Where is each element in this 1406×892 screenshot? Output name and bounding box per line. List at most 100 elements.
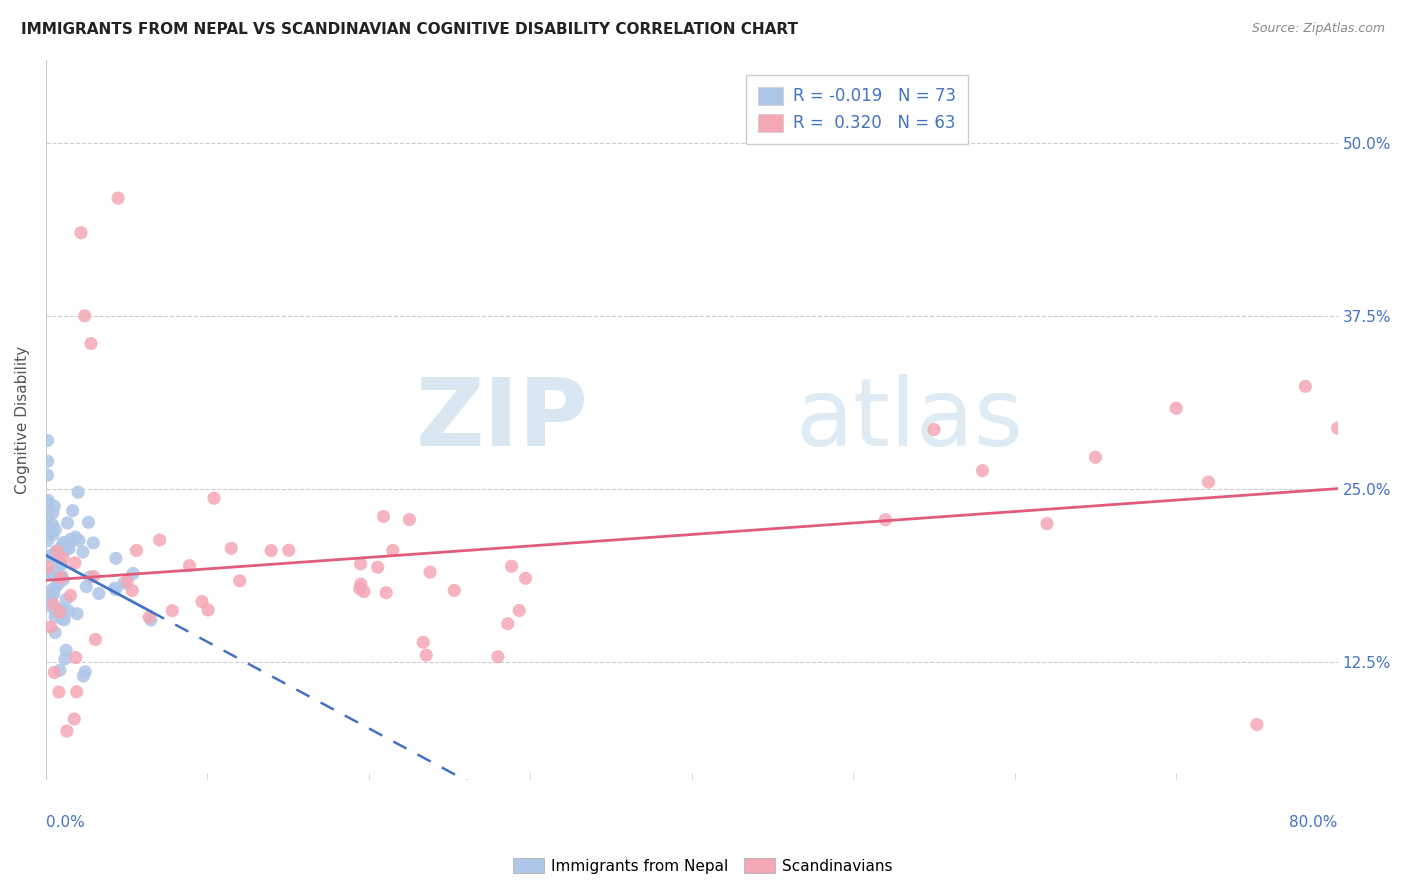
Point bbox=[412, 635, 434, 649]
Point bbox=[52, 603, 75, 617]
Point bbox=[1294, 379, 1316, 393]
Point bbox=[62, 504, 84, 518]
Point bbox=[51, 558, 73, 572]
Point bbox=[149, 533, 172, 547]
Point bbox=[53, 613, 76, 627]
Point bbox=[44, 581, 66, 595]
Point bbox=[260, 543, 283, 558]
Point bbox=[63, 712, 86, 726]
Point bbox=[37, 454, 59, 468]
Point bbox=[115, 574, 138, 589]
Point bbox=[44, 610, 66, 624]
Point bbox=[42, 598, 65, 612]
Point bbox=[48, 557, 70, 571]
Point bbox=[349, 582, 371, 596]
Point bbox=[162, 604, 184, 618]
Point bbox=[75, 665, 97, 679]
Point bbox=[37, 496, 59, 510]
Point bbox=[56, 541, 79, 555]
Point bbox=[55, 537, 77, 551]
Point bbox=[56, 516, 79, 530]
Point bbox=[65, 650, 87, 665]
Point bbox=[375, 585, 398, 599]
Point bbox=[515, 571, 537, 585]
Point bbox=[104, 581, 127, 595]
Point bbox=[67, 485, 90, 500]
Point bbox=[37, 493, 59, 508]
Point bbox=[398, 512, 420, 526]
Text: ZIP: ZIP bbox=[416, 374, 589, 466]
Point bbox=[37, 533, 59, 548]
Point bbox=[49, 571, 72, 585]
Point bbox=[79, 570, 101, 584]
Point bbox=[37, 560, 59, 574]
Point bbox=[66, 607, 89, 621]
Point bbox=[41, 599, 63, 614]
Point bbox=[72, 669, 94, 683]
Point bbox=[45, 544, 67, 558]
Point bbox=[42, 506, 65, 520]
Point bbox=[41, 589, 63, 603]
Point bbox=[39, 620, 62, 634]
Legend: R = -0.019   N = 73, R =  0.320   N = 63: R = -0.019 N = 73, R = 0.320 N = 63 bbox=[747, 75, 967, 145]
Point bbox=[107, 191, 129, 205]
Point bbox=[39, 550, 62, 565]
Point bbox=[59, 533, 82, 547]
Point bbox=[37, 520, 59, 534]
Point bbox=[1246, 717, 1268, 731]
Point bbox=[48, 576, 70, 591]
Point bbox=[37, 509, 59, 524]
Point bbox=[75, 580, 97, 594]
Point bbox=[37, 434, 59, 448]
Point bbox=[381, 543, 404, 558]
Point bbox=[972, 464, 994, 478]
Point bbox=[80, 336, 103, 351]
Point bbox=[1036, 516, 1059, 531]
Point bbox=[37, 566, 59, 581]
Point bbox=[66, 685, 89, 699]
Point bbox=[219, 541, 242, 556]
Point bbox=[45, 545, 67, 559]
Point bbox=[922, 423, 945, 437]
Point bbox=[52, 541, 75, 555]
Point bbox=[139, 613, 162, 627]
Point bbox=[63, 556, 86, 570]
Point bbox=[59, 589, 82, 603]
Point bbox=[277, 543, 299, 558]
Point bbox=[41, 582, 63, 597]
Point bbox=[121, 583, 143, 598]
Point bbox=[48, 685, 70, 699]
Point bbox=[42, 587, 65, 601]
Point bbox=[138, 610, 160, 624]
Point bbox=[44, 665, 66, 680]
Point bbox=[63, 530, 86, 544]
Point bbox=[77, 515, 100, 529]
Legend: Immigrants from Nepal, Scandinavians: Immigrants from Nepal, Scandinavians bbox=[508, 852, 898, 880]
Point bbox=[84, 632, 107, 647]
Point bbox=[51, 569, 73, 583]
Point bbox=[373, 509, 395, 524]
Point bbox=[350, 577, 373, 591]
Point bbox=[122, 566, 145, 581]
Text: IMMIGRANTS FROM NEPAL VS SCANDINAVIAN COGNITIVE DISABILITY CORRELATION CHART: IMMIGRANTS FROM NEPAL VS SCANDINAVIAN CO… bbox=[21, 22, 799, 37]
Point bbox=[55, 592, 77, 607]
Text: 80.0%: 80.0% bbox=[1289, 814, 1337, 830]
Point bbox=[87, 586, 110, 600]
Point bbox=[112, 576, 135, 591]
Text: atlas: atlas bbox=[796, 374, 1024, 466]
Point bbox=[38, 549, 60, 563]
Point bbox=[49, 663, 72, 677]
Point bbox=[39, 524, 62, 539]
Point bbox=[51, 612, 73, 626]
Point bbox=[367, 560, 389, 574]
Point bbox=[41, 527, 63, 541]
Point bbox=[508, 603, 530, 617]
Point bbox=[49, 605, 72, 619]
Point bbox=[197, 603, 219, 617]
Point bbox=[58, 604, 80, 618]
Point bbox=[501, 559, 523, 574]
Point bbox=[419, 565, 441, 579]
Point bbox=[56, 724, 79, 739]
Point bbox=[72, 545, 94, 559]
Point bbox=[48, 601, 70, 615]
